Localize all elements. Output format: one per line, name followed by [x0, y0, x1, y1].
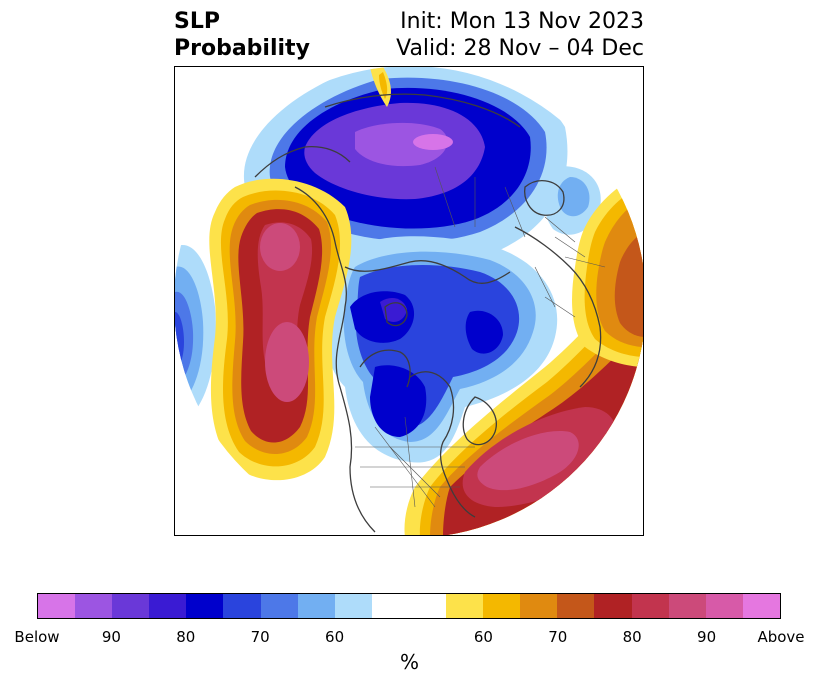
coastlines: [254, 93, 602, 533]
valid-range: Valid: 28 Nov – 04 Dec: [396, 36, 644, 61]
colorbar-segment: [668, 594, 706, 618]
colorbar-segment: [705, 594, 743, 618]
anomaly-above-europe: [572, 172, 643, 367]
colorbar-tick-label: Below: [14, 628, 60, 646]
colorbar-segment: [75, 594, 113, 618]
colorbar-segment: [260, 594, 298, 618]
colorbar-segment: [371, 594, 447, 618]
colorbar-segment: [446, 594, 484, 618]
anomaly-below-arctic: [323, 236, 558, 463]
country-borders: [355, 166, 606, 508]
title-line-1: SLP: [174, 9, 220, 34]
colorbar-tick-label: 90: [101, 628, 121, 646]
colorbar-segment: [149, 594, 187, 618]
anomaly-below-asia: [243, 67, 568, 263]
colorbar-tick-label: 60: [325, 628, 345, 646]
colorbar: [37, 593, 781, 619]
probability-field: [175, 67, 643, 535]
colorbar-segment: [742, 594, 780, 618]
polar-map: [174, 66, 644, 536]
colorbar-segment: [334, 594, 372, 618]
anomaly-above-pacific: [209, 178, 352, 481]
polar-map-svg: [175, 67, 643, 535]
init-date: Init: Mon 13 Nov 2023: [400, 9, 644, 34]
colorbar-tick-label: 70: [250, 628, 270, 646]
colorbar-segment: [631, 594, 669, 618]
colorbar-segment: [557, 594, 595, 618]
colorbar-tick-label: 80: [622, 628, 642, 646]
colorbar-tick-label: 70: [548, 628, 568, 646]
colorbar-tick-label: 60: [473, 628, 493, 646]
colorbar-ticks: Below 90 80 70 60 60 70 80 90 Above: [14, 628, 804, 648]
colorbar-segment: [483, 594, 521, 618]
colorbar-segment: [38, 594, 76, 618]
colorbar-tick-label: 80: [176, 628, 196, 646]
colorbar-segment: [520, 594, 558, 618]
anomaly-below-atlantic: [543, 166, 601, 235]
title-line-2: Probability: [174, 36, 310, 61]
date-info: Init: Mon 13 Nov 2023 Valid: 28 Nov – 04…: [396, 8, 644, 62]
colorbar-tick-label: 90: [697, 628, 717, 646]
colorbar-label: %: [399, 650, 419, 674]
colorbar-segment: [297, 594, 335, 618]
chart-title: SLP Probability: [174, 8, 310, 62]
colorbar-segment: [594, 594, 632, 618]
colorbar-segment: [112, 594, 150, 618]
colorbar-segment: [186, 594, 224, 618]
colorbar-tick-label: Above: [757, 628, 805, 646]
colorbar-segment: [223, 594, 261, 618]
